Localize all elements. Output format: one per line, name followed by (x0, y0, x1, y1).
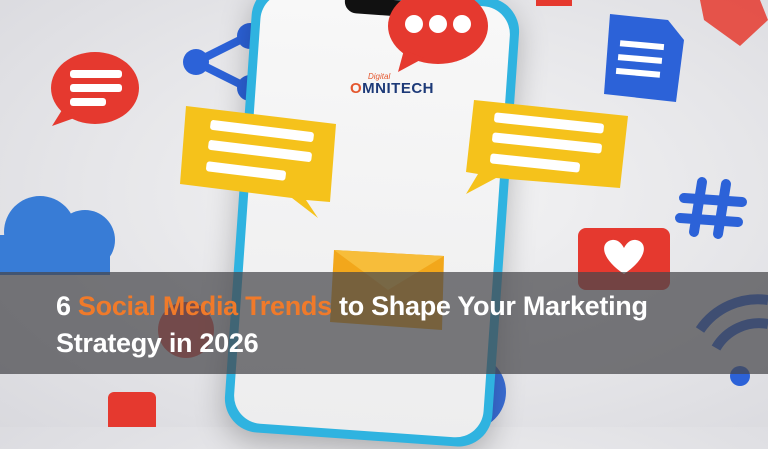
hashtag-icon (675, 177, 747, 239)
foreground-icons (180, 0, 628, 330)
headline-banner (0, 272, 768, 374)
message-bubble-left-icon (180, 106, 336, 218)
message-bubble-right-icon (466, 100, 628, 194)
logo-wordmark: OMNITECH (350, 80, 434, 97)
logo-o-letter: O (350, 80, 363, 97)
logo-tagline: Digital (368, 72, 391, 81)
headline-prefix: 6 (56, 291, 78, 321)
omnitech-logo: Digital OMNITECH (350, 72, 440, 108)
headline-line2: Strategy in 2026 (56, 328, 259, 358)
headline: 6 Social Media Trends to Shape Your Mark… (56, 288, 676, 362)
play-icon (108, 392, 156, 427)
cloud-icon (0, 196, 115, 275)
logo-main-text: MNITECH (362, 80, 434, 97)
headline-highlight: Social Media Trends (77, 291, 332, 321)
chat-dots-icon (388, 0, 488, 72)
document-icon (604, 14, 684, 102)
headline-line1-suffix: to Shape Your Marketing (331, 291, 648, 321)
chat-bubble-icon (51, 52, 139, 126)
